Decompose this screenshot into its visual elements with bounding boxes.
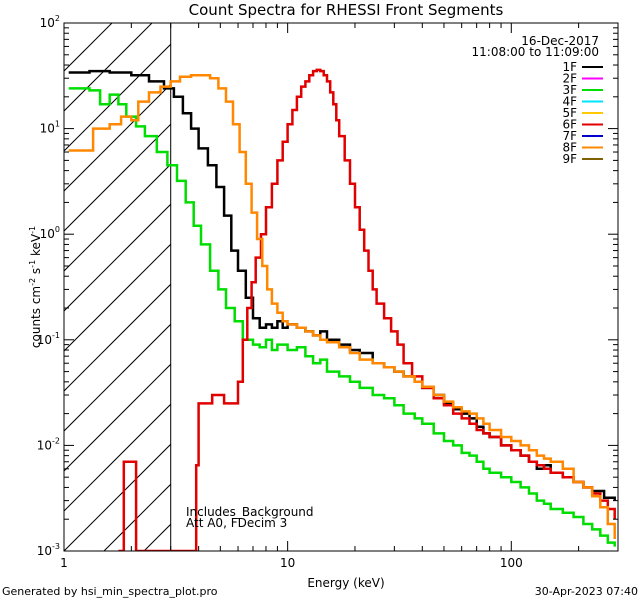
legend-label-8f: 8F	[562, 141, 577, 155]
hatch-line	[64, 363, 171, 472]
x-tick-label: 10	[280, 556, 295, 570]
series-3f	[68, 87, 616, 547]
legend-label-7f: 7F	[562, 129, 577, 143]
y-axis-label-s: s	[29, 268, 43, 278]
hatch-line	[424, 23, 640, 551]
x-tick-label: 100	[500, 556, 523, 570]
y-axis-label-exp2: -1	[28, 260, 37, 268]
y-axis-label-exp1: -2	[28, 278, 37, 286]
series-6f	[118, 68, 616, 551]
legend-label-6f: 6F	[562, 118, 577, 132]
hatch-line	[224, 23, 640, 551]
hatch-line	[624, 23, 640, 551]
hatch-line	[64, 403, 171, 512]
legend-label-5f: 5F	[562, 106, 577, 120]
y-tick-label: 10-3	[37, 542, 60, 558]
y-axis-label-exp3: -1	[28, 226, 37, 234]
legend-label-1f: 1F	[562, 60, 577, 74]
axis-layer: 1 10 100 102 101 100 10-1 10-2 10-3	[37, 14, 619, 570]
time-range-label: 11:08:00 to 11:09:00	[472, 45, 599, 59]
hatch-line	[64, 23, 113, 72]
legend-label-9f: 9F	[562, 152, 577, 166]
series-8f	[68, 74, 616, 539]
hatch-line	[64, 163, 171, 272]
legend-label-3f: 3F	[562, 83, 577, 97]
hatch-line	[64, 283, 171, 392]
y-tick-label: 10-1	[37, 331, 60, 347]
plot-frame	[63, 22, 619, 552]
y-tick-label: 102	[40, 14, 60, 30]
annotation-background: Includes_Background	[186, 505, 314, 519]
y-tick-label: 10-2	[37, 436, 60, 452]
x-axis-label: Energy (keV)	[307, 576, 384, 590]
hatch-line	[64, 323, 171, 432]
x-tick-label: 1	[60, 556, 68, 570]
hatch-line	[64, 43, 171, 152]
y-tick-label: 100	[40, 225, 60, 241]
y-axis-label: counts cm-2 s-1 keV-1	[28, 226, 43, 348]
series-layer	[68, 68, 616, 551]
annotation-attenuator: Att A0, FDecim 3	[186, 516, 287, 530]
date-label: 16-Dec-2017	[521, 34, 599, 48]
footer-generated-by: Generated by hsi_min_spectra_plot.pro	[2, 585, 218, 598]
legend-label-2f: 2F	[562, 72, 577, 86]
y-axis-label-main: counts cm	[29, 286, 43, 348]
hatch-line	[64, 23, 153, 112]
chart-title: Count Spectra for RHESSI Front Segments	[189, 1, 504, 19]
hatch-line	[64, 203, 171, 312]
footer-timestamp: 30-Apr-2023 07:40	[535, 585, 638, 598]
legend-label-4f: 4F	[562, 95, 577, 109]
hatch-line	[64, 83, 171, 192]
y-axis-label-kev: keV	[29, 233, 43, 260]
hatch-line	[64, 243, 171, 352]
y-tick-label: 101	[40, 120, 60, 136]
hatch-line	[64, 443, 171, 551]
hatched-region	[64, 23, 640, 551]
